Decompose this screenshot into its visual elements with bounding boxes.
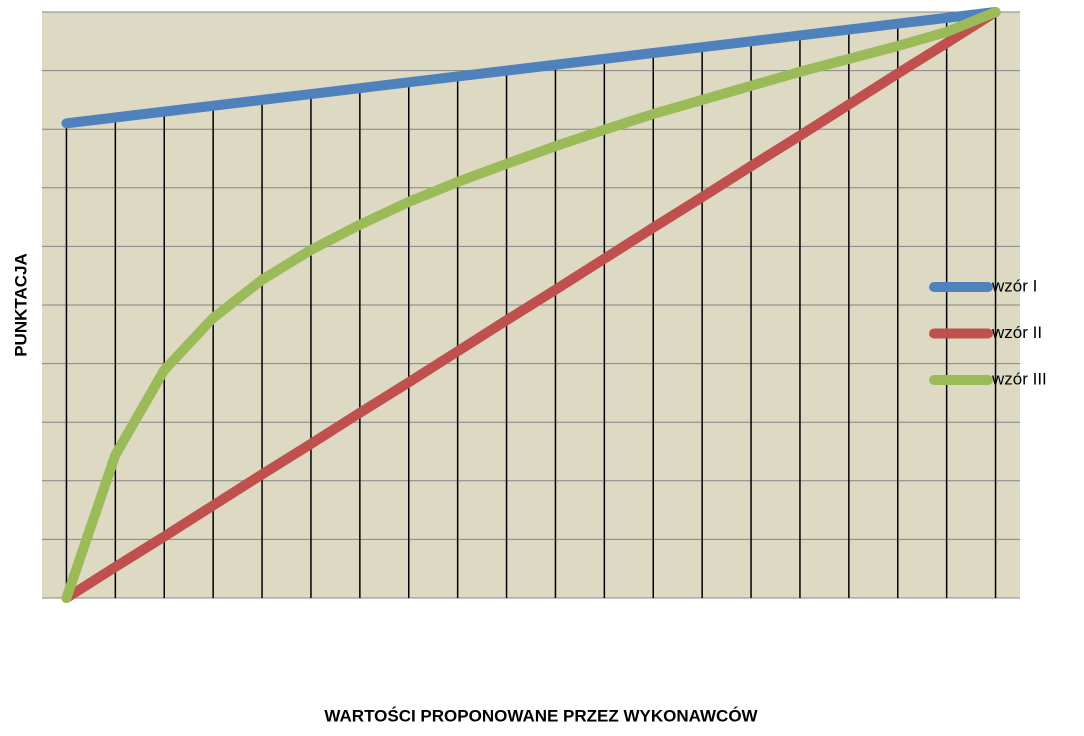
legend-label: wzór I	[991, 276, 1037, 295]
line-series	[61, 7, 1001, 603]
legend-label: wzór II	[991, 323, 1042, 342]
legend-label: wzór III	[991, 369, 1047, 388]
y-axis-title: PUNKTACJA	[11, 253, 30, 357]
x-axis-title: WARTOŚCI PROPONOWANE PRZEZ WYKONAWCÓW	[324, 706, 758, 725]
line-series	[61, 7, 1001, 129]
line-series	[61, 7, 1001, 603]
